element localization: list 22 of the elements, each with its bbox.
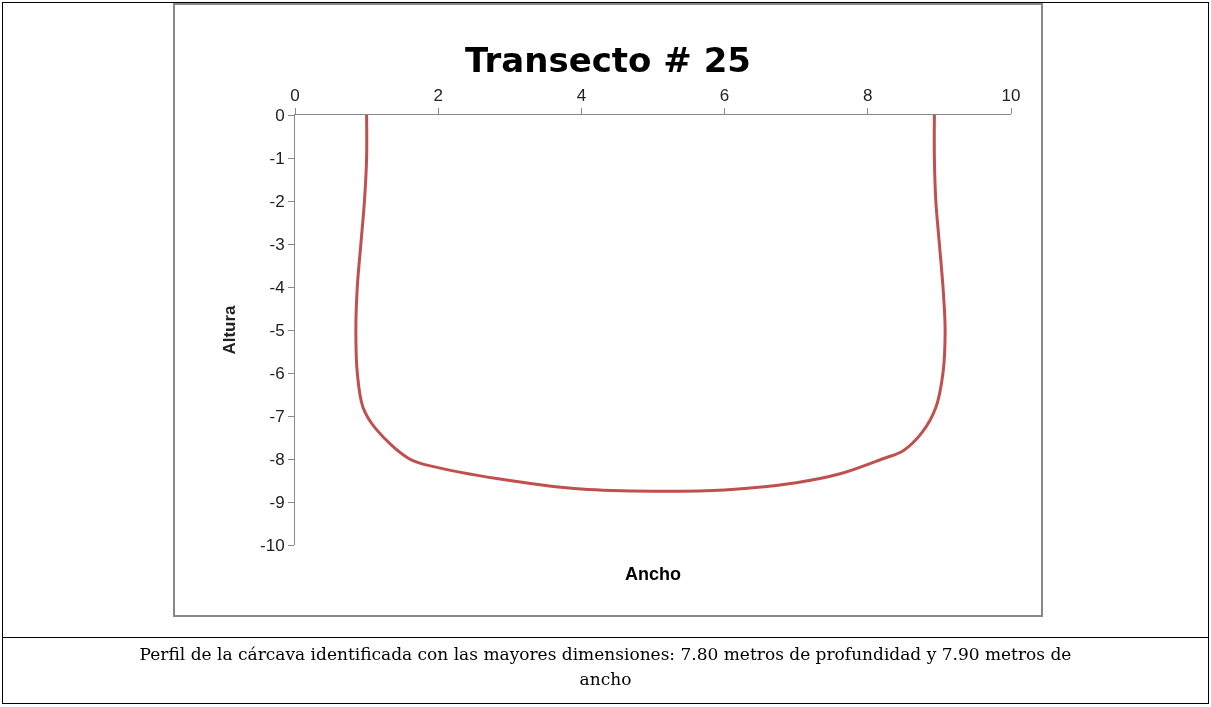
y-tick-label: -6 bbox=[269, 363, 285, 383]
text: Perfil de la cárcava identificada con las mayores dimensiones: 7.80 metros de profundidad y 7.90 metros de ancho bbox=[3, 637, 1208, 703]
y-tick-label: -9 bbox=[269, 492, 285, 512]
x-tick-label: 8 bbox=[863, 86, 873, 106]
y-tick-label: -3 bbox=[269, 234, 285, 254]
x-tick-label: 0 bbox=[290, 86, 300, 106]
chart-title: Transecto # 25 bbox=[465, 39, 751, 80]
x-tick-label: 4 bbox=[576, 86, 587, 106]
y-tick-label: -7 bbox=[269, 406, 285, 426]
y-tick-label: -10 bbox=[260, 535, 285, 555]
y-axis-title: Altura bbox=[219, 304, 239, 355]
x-tick-label: 10 bbox=[1001, 86, 1021, 106]
y-tick-label: -4 bbox=[269, 277, 285, 297]
y-tick-label: -8 bbox=[269, 449, 285, 469]
x-axis-title: Ancho bbox=[625, 564, 681, 584]
y-tick-label: -5 bbox=[269, 320, 285, 340]
y-tick-label: -2 bbox=[269, 191, 285, 211]
y-tick-label: 0 bbox=[275, 105, 285, 125]
line-series bbox=[354, 115, 947, 493]
x-tick-label: 6 bbox=[719, 86, 730, 106]
x-tick-label: 2 bbox=[433, 86, 443, 106]
y-tick-label: -1 bbox=[269, 148, 285, 168]
